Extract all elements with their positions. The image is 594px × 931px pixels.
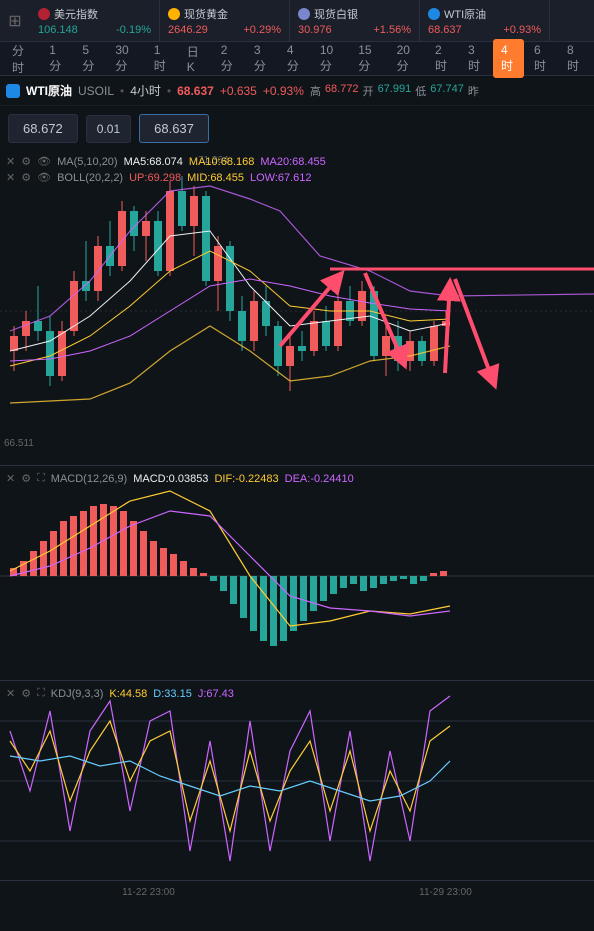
timeframe-button[interactable]: 1时 (146, 39, 177, 78)
prev-label: 昨 (468, 83, 479, 99)
ticker-item[interactable]: 现货白银 30.976 +1.56% (290, 0, 420, 41)
timeframe-button[interactable]: 3分 (246, 39, 277, 78)
open-value: 67.991 (378, 83, 412, 99)
ticker-change: +0.29% (243, 24, 281, 36)
symbol-name[interactable]: WTI原油 (26, 82, 72, 99)
ticker-change: -0.19% (116, 24, 151, 36)
ticker-value: 106.148 (38, 24, 78, 36)
high-value: 68.772 (325, 83, 359, 99)
symbol-info-bar: WTI原油 USOIL • 4小时 • 68.637 +0.635 +0.93%… (0, 76, 594, 106)
ticker-icon (38, 8, 50, 20)
ticker-change: +1.56% (373, 24, 411, 36)
close-icon[interactable]: ✕ (6, 171, 15, 184)
interval-label[interactable]: 4小时 (130, 82, 161, 99)
bid-input[interactable]: 68.672 (8, 114, 78, 143)
price-change: +0.635 (220, 84, 257, 98)
timeframe-button[interactable]: 日K (179, 39, 211, 78)
boll-label: BOLL(20,2,2) (57, 172, 123, 184)
ticker-item[interactable]: 美元指数 106.148 -0.19% (30, 0, 160, 41)
macd-label: MACD(12,26,9) (51, 473, 127, 485)
dif-value: DIF:-0.22483 (214, 473, 278, 485)
expand-icon[interactable]: ⛶ (37, 687, 45, 700)
ask-input[interactable]: 68.637 (139, 114, 209, 143)
symbol-icon (6, 84, 20, 98)
boll-up: UP:69.298 (129, 172, 181, 184)
price-inputs-row: 68.672 0.01 68.637 (0, 106, 594, 151)
kdj-label: KDJ(9,3,3) (51, 688, 104, 700)
settings-icon[interactable]: ⚙ (21, 687, 31, 700)
boll-mid: MID:68.455 (187, 172, 244, 184)
expand-icon[interactable]: ⛶ (37, 472, 45, 485)
ticker-value: 68.637 (428, 24, 462, 36)
macd-panel[interactable]: ✕ ⚙ ⛶ MACD(12,26,9) MACD:0.03853 DIF:-0.… (0, 466, 594, 681)
ticker-value: 2646.29 (168, 24, 208, 36)
timeframe-button[interactable]: 2时 (427, 39, 458, 78)
j-value: J:67.43 (198, 688, 234, 700)
ticker-icon (428, 8, 440, 20)
timeframe-button[interactable]: 6时 (526, 39, 557, 78)
timeframe-button[interactable]: 20分 (389, 39, 425, 78)
time-tick: 11-22 23:00 (122, 887, 175, 898)
timeframe-button[interactable]: 分时 (4, 38, 39, 80)
boll-low: LOW:67.612 (250, 172, 312, 184)
settings-icon[interactable]: ⚙ (21, 155, 31, 168)
close-icon[interactable]: ✕ (6, 687, 15, 700)
macd-value: MACD:0.03853 (133, 473, 208, 485)
eye-icon[interactable]: 👁 (37, 171, 51, 184)
timeframe-button[interactable]: 2分 (213, 39, 244, 78)
ma10-value: MA10:68.168 (189, 156, 254, 168)
separator: • (167, 84, 171, 98)
ticker-item[interactable]: 现货黄金 2646.29 +0.29% (160, 0, 290, 41)
high-label: 高 (310, 83, 321, 99)
ma-label: MA(5,10,20) (57, 156, 118, 168)
ticker-name: 美元指数 (54, 6, 98, 22)
ma20-value: MA20:68.455 (260, 156, 325, 168)
dea-value: DEA:-0.24410 (285, 473, 354, 485)
close-icon[interactable]: ✕ (6, 155, 15, 168)
chart-canvas[interactable]: 71.36466.511 (0, 151, 594, 466)
ma5-value: MA5:68.074 (124, 156, 183, 168)
settings-icon[interactable]: ⚙ (21, 171, 31, 184)
low-label: 低 (415, 83, 426, 99)
open-label: 开 (363, 83, 374, 99)
ticker-name: WTI原油 (444, 6, 486, 22)
macd-canvas[interactable] (0, 466, 594, 681)
timeframe-button[interactable]: 10分 (312, 39, 348, 78)
ticker-value: 30.976 (298, 24, 332, 36)
app-menu-icon[interactable]: ⊞ (0, 0, 30, 41)
ticker-item[interactable]: WTI原油 68.637 +0.93% (420, 0, 550, 41)
symbol-code: USOIL (78, 84, 114, 98)
ticker-change: +0.93% (503, 24, 541, 36)
svg-text:66.511: 66.511 (4, 438, 34, 449)
kdj-canvas[interactable] (0, 681, 594, 881)
timeframe-button[interactable]: 1分 (41, 39, 72, 78)
candlestick-chart[interactable]: ✕ ⚙ 👁 MA(5,10,20) MA5:68.074 MA10:68.168… (0, 151, 594, 466)
timeframe-button[interactable]: 15分 (350, 39, 386, 78)
low-value: 67.747 (430, 83, 464, 99)
timeframe-button[interactable]: 4分 (279, 39, 310, 78)
time-tick: 11-29 23:00 (419, 887, 472, 898)
time-axis: 11-22 23:00 11-29 23:00 (0, 881, 594, 904)
ticker-name: 现货黄金 (184, 6, 228, 22)
ticker-bar: ⊞ 美元指数 106.148-0.19%现货黄金 2646.29+0.29%现货… (0, 0, 594, 42)
ticker-icon (298, 8, 310, 20)
timeframe-button[interactable]: 30分 (107, 39, 143, 78)
timeframe-bar: 分时1分5分30分1时日K2分3分4分10分15分20分2时3时4时6时8时 (0, 42, 594, 76)
timeframe-button[interactable]: 8时 (559, 39, 590, 78)
close-icon[interactable]: ✕ (6, 472, 15, 485)
kdj-panel[interactable]: ✕ ⚙ ⛶ KDJ(9,3,3) K:44.58 D:33.15 J:67.43 (0, 681, 594, 881)
d-value: D:33.15 (153, 688, 192, 700)
timeframe-button[interactable]: 3时 (460, 39, 491, 78)
price-pct: +0.93% (263, 84, 304, 98)
k-value: K:44.58 (109, 688, 147, 700)
separator: • (120, 84, 124, 98)
settings-icon[interactable]: ⚙ (21, 472, 31, 485)
timeframe-button[interactable]: 5分 (74, 39, 105, 78)
step-input[interactable]: 0.01 (86, 115, 131, 143)
eye-icon[interactable]: 👁 (37, 155, 51, 168)
last-price: 68.637 (177, 84, 214, 98)
timeframe-button[interactable]: 4时 (493, 39, 524, 78)
ticker-icon (168, 8, 180, 20)
ticker-name: 现货白银 (314, 6, 358, 22)
